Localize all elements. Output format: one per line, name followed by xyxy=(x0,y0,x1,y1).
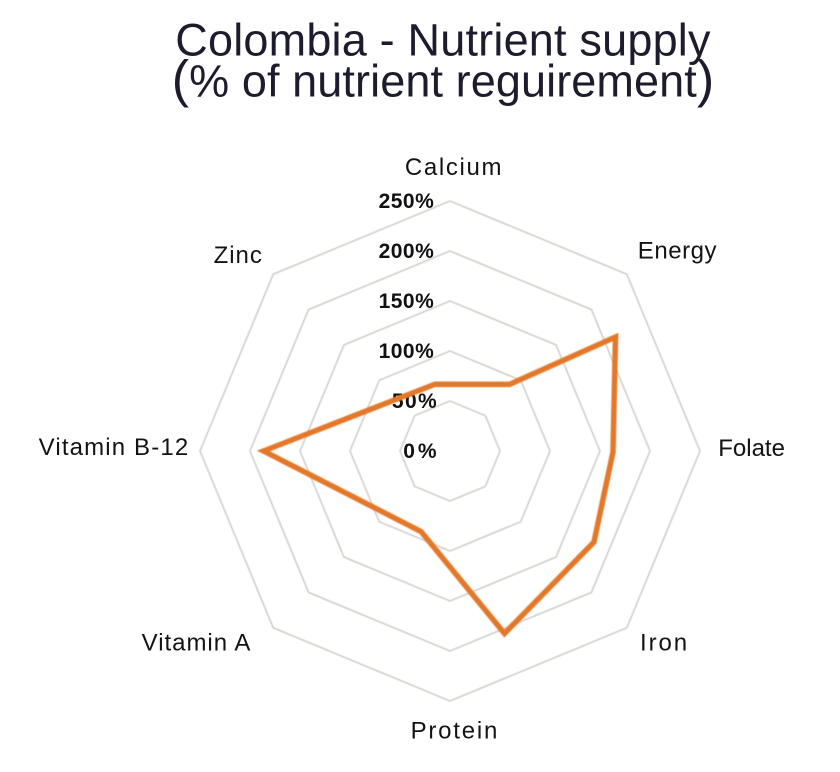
svg-text:Energy: Energy xyxy=(638,238,717,265)
svg-text:Zinc: Zinc xyxy=(214,242,263,269)
svg-text:200%: 200% xyxy=(379,240,435,263)
svg-text:0%: 0% xyxy=(403,440,439,463)
svg-text:Calcium: Calcium xyxy=(405,154,503,181)
svg-text:Vitamin B-12: Vitamin B-12 xyxy=(39,434,190,461)
svg-text:(% of nutrient reguirement): (% of nutrient reguirement) xyxy=(172,50,715,108)
svg-text:100%: 100% xyxy=(379,340,435,363)
svg-text:Iron: Iron xyxy=(640,629,689,656)
svg-text:Folate: Folate xyxy=(718,435,785,462)
svg-text:Colombia - Nutrient supply: Colombia - Nutrient supply xyxy=(175,14,711,65)
svg-text:250%: 250% xyxy=(379,190,435,213)
svg-text:Protein: Protein xyxy=(411,718,500,745)
svg-text:Vitamin A: Vitamin A xyxy=(142,629,252,656)
svg-text:150%: 150% xyxy=(379,290,435,313)
